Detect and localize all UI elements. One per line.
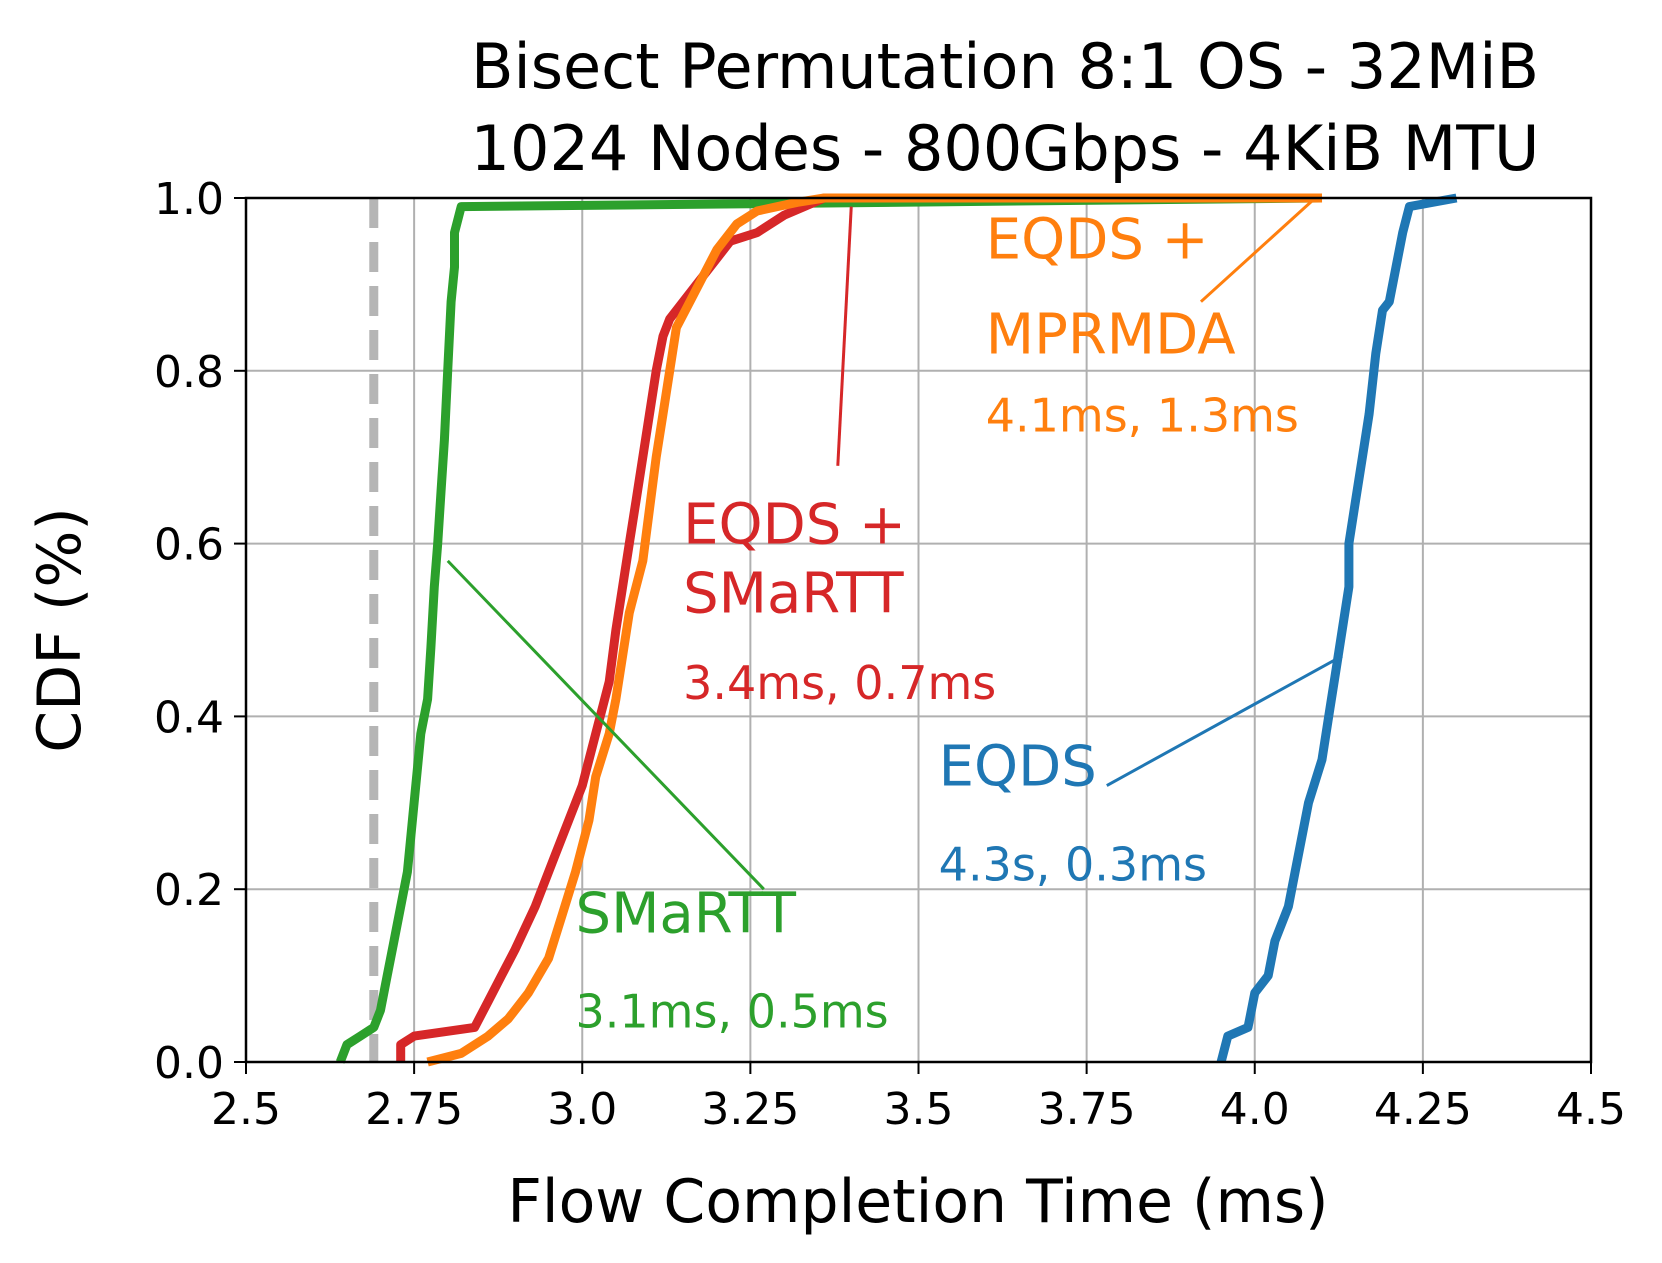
- annotation-name-eqds_mprmda: EQDS +: [986, 207, 1209, 272]
- x-tick-label: 3.25: [701, 1084, 799, 1135]
- annotation-stat-smartt: 3.1ms, 0.5ms: [576, 984, 889, 1038]
- pointer-eqds: [1106, 654, 1343, 787]
- x-tick-label: 3.75: [1038, 1084, 1136, 1135]
- series-line-eqds_smartt: [396, 193, 852, 1062]
- pointer-eqds_smartt: [836, 206, 853, 466]
- series-line-eqds: [1216, 193, 1458, 1064]
- chart-title: Bisect Permutation 8:1 OS - 32MiB: [471, 30, 1539, 103]
- x-axis-ticks: 2.5 2.75 3.0 3.25 3.5 3.75 4.0 4.25 4.5: [211, 1062, 1626, 1135]
- x-tick-label: 2.5: [211, 1084, 281, 1135]
- series-line-smartt: [336, 193, 1323, 1064]
- y-axis-label: CDF (%): [25, 507, 95, 753]
- grid-lines: [245, 197, 1592, 1063]
- annotation-stat-eqds_mprmda: 4.1ms, 1.3ms: [986, 388, 1299, 442]
- chart-subtitle: 1024 Nodes - 800Gbps - 4KiB MTU: [471, 112, 1540, 185]
- y-axis-ticks: 0.0 0.2 0.4 0.6 0.8 1.0: [154, 174, 246, 1089]
- x-tick-label: 4.5: [1556, 1084, 1626, 1135]
- pointer-smartt: [446, 559, 765, 891]
- annotation-pointers: [446, 196, 1343, 891]
- y-tick-label: 0.8: [154, 347, 224, 398]
- x-tick-label: 4.25: [1374, 1084, 1472, 1135]
- annotation-stat-eqds_smartt: 3.4ms, 0.7ms: [683, 656, 996, 710]
- annotation-name-eqds: EQDS: [939, 735, 1097, 800]
- annotation-name-smartt: SMaRTT: [576, 881, 797, 946]
- y-tick-label: 0.0: [154, 1038, 224, 1089]
- y-tick-label: 1.0: [154, 174, 224, 225]
- x-axis-label: Flow Completion Time (ms): [507, 1167, 1328, 1237]
- annotation-stat-eqds: 4.3s, 0.3ms: [939, 838, 1207, 892]
- x-tick-label: 4.0: [1220, 1084, 1290, 1135]
- pointer-eqds_mprmda: [1199, 196, 1317, 303]
- series-group: [336, 193, 1458, 1067]
- annotation-name2-eqds_mprmda: MPRMDA: [986, 303, 1236, 368]
- annotation-name2-eqds_smartt: SMaRTT: [683, 562, 904, 627]
- x-tick-label: 3.0: [547, 1084, 617, 1135]
- y-tick-label: 0.4: [154, 692, 224, 743]
- x-tick-label: 2.75: [365, 1084, 463, 1135]
- y-tick-label: 0.2: [154, 865, 224, 916]
- x-tick-label: 3.5: [884, 1084, 954, 1135]
- series-line-eqds_mprmda: [426, 193, 1322, 1067]
- y-tick-label: 0.6: [154, 520, 224, 571]
- annotation-name-eqds_smartt: EQDS +: [683, 493, 906, 558]
